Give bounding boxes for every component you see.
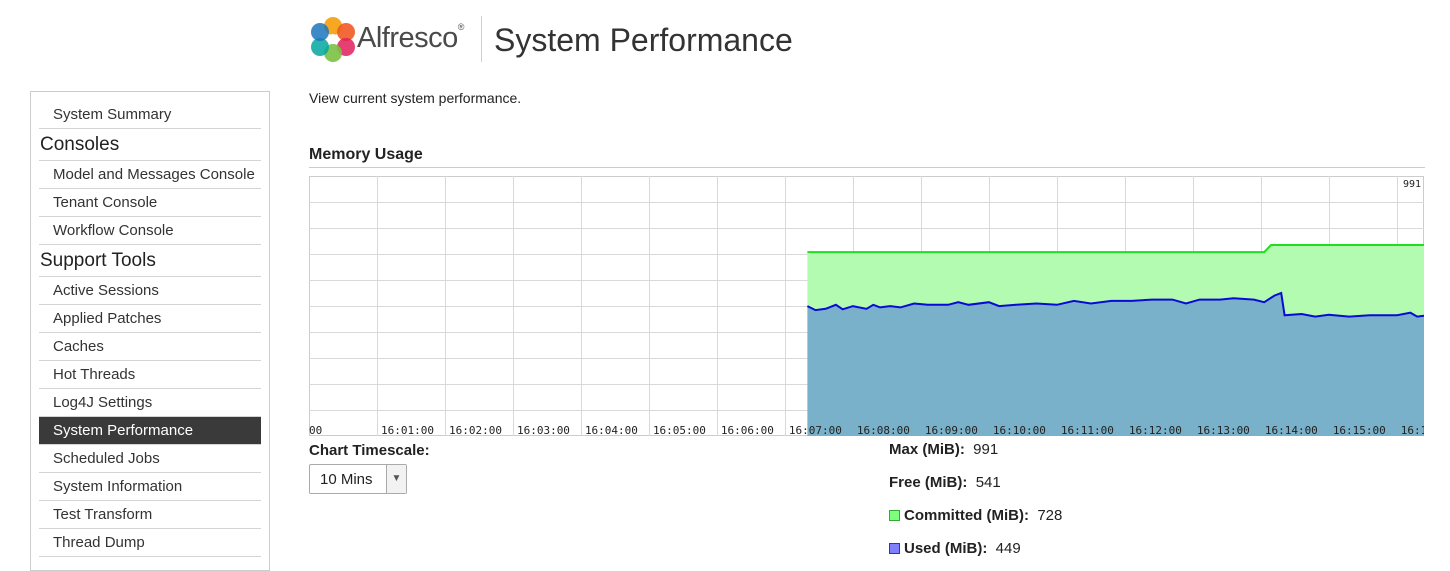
used-line [806,291,1424,318]
x-tick-label: 16:16:00 [1401,424,1424,436]
stat-committed: Committed (MiB): 728 [889,507,1062,524]
memory-usage-chart-svg: 00 16:01:00 16:02:00 16:03:00 16:04:00 16:05:… [309,176,1424,436]
committed-line [807,244,1424,254]
stat-committed-value: 728 [1037,507,1063,524]
committed-legend-swatch [889,510,900,521]
x-tick-label: 16:09:00 [925,424,978,436]
sidebar-item-system-summary[interactable]: System Summary [39,101,261,129]
sidebar-item-test-transform[interactable]: Test Transform [39,501,261,529]
x-tick-label: 16:10:00 [993,424,1046,436]
sidebar-item-applied-patches[interactable]: Applied Patches [39,305,261,333]
used-legend-swatch [889,543,900,554]
header-divider [481,16,482,62]
nav-heading-support-tools: Support Tools [39,245,261,277]
section-divider [309,167,1425,168]
sidebar-item-system-information[interactable]: System Information [39,473,261,501]
sidebar-item-thread-dump[interactable]: Thread Dump [39,529,261,557]
stat-used-value: 449 [995,540,1021,557]
sidebar-item-system-performance[interactable]: System Performance [39,417,261,445]
stat-free-label: Free (MiB): [889,474,968,491]
x-tick-label: 16:13:00 [1197,424,1250,436]
stat-max: Max (MiB): 991 [889,441,998,458]
x-tick-label: 16:02:00 [449,424,502,436]
stat-used: Used (MiB): 449 [889,540,1021,557]
sidebar-item-tenant-console[interactable]: Tenant Console [39,189,261,217]
page-title: System Performance [494,22,793,58]
x-tick-label: 16:08:00 [857,424,910,436]
y-max-label: 991 [1403,179,1421,190]
chart-timescale-value: 10 Mins [320,471,373,488]
x-tick-label: 16:14:00 [1265,424,1318,436]
alfresco-flower-logo-icon [311,17,355,62]
stat-used-label: Used (MiB): [904,540,988,557]
x-tick-label: 16:15:00 [1333,424,1386,436]
sidebar-item-hot-threads[interactable]: Hot Threads [39,361,261,389]
intro-text: View current system performance. [309,90,522,106]
x-tick-label: 16:06:00 [721,424,774,436]
stat-max-label: Max (MiB): [889,441,965,458]
sidebar-item-model-and-messages-console[interactable]: Model and Messages Console [39,161,261,189]
stat-free: Free (MiB): 541 [889,474,1001,491]
admin-sidebar: System Summary Consoles Model and Messages… [30,91,270,571]
x-tick-label: 16:04:00 [585,424,638,436]
sidebar-item-scheduled-jobs[interactable]: Scheduled Jobs [39,445,261,473]
x-tick-label: 16:05:00 [653,424,706,436]
stat-max-value: 991 [973,441,999,458]
stat-free-value: 541 [975,474,1001,491]
alfresco-wordmark: Alfresco® [357,22,464,54]
sidebar-item-active-sessions[interactable]: Active Sessions [39,277,261,305]
sidebar-item-caches[interactable]: Caches [39,333,261,361]
x-tick-label: 16:07:00 [789,424,842,436]
x-tick-label: 00 [309,424,322,436]
x-tick-label: 16:01:00 [381,424,434,436]
stat-committed-label: Committed (MiB): [904,507,1029,524]
memory-usage-chart: 00 16:01:00 16:02:00 16:03:00 16:04:00 16:05:… [309,176,1424,436]
x-tick-label: 16:11:00 [1061,424,1114,436]
x-tick-label: 16:03:00 [517,424,570,436]
chart-timescale-select[interactable]: 10 Mins ▼ [309,464,407,494]
x-tick-label: 16:12:00 [1129,424,1182,436]
memory-usage-heading: Memory Usage [309,146,423,163]
sidebar-item-log4j-settings[interactable]: Log4J Settings [39,389,261,417]
chevron-down-icon[interactable]: ▼ [386,465,406,493]
chart-timescale-label: Chart Timescale: [309,442,430,459]
used-area [807,293,1424,436]
sidebar-item-workflow-console[interactable]: Workflow Console [39,217,261,245]
nav-heading-consoles: Consoles [39,129,261,161]
